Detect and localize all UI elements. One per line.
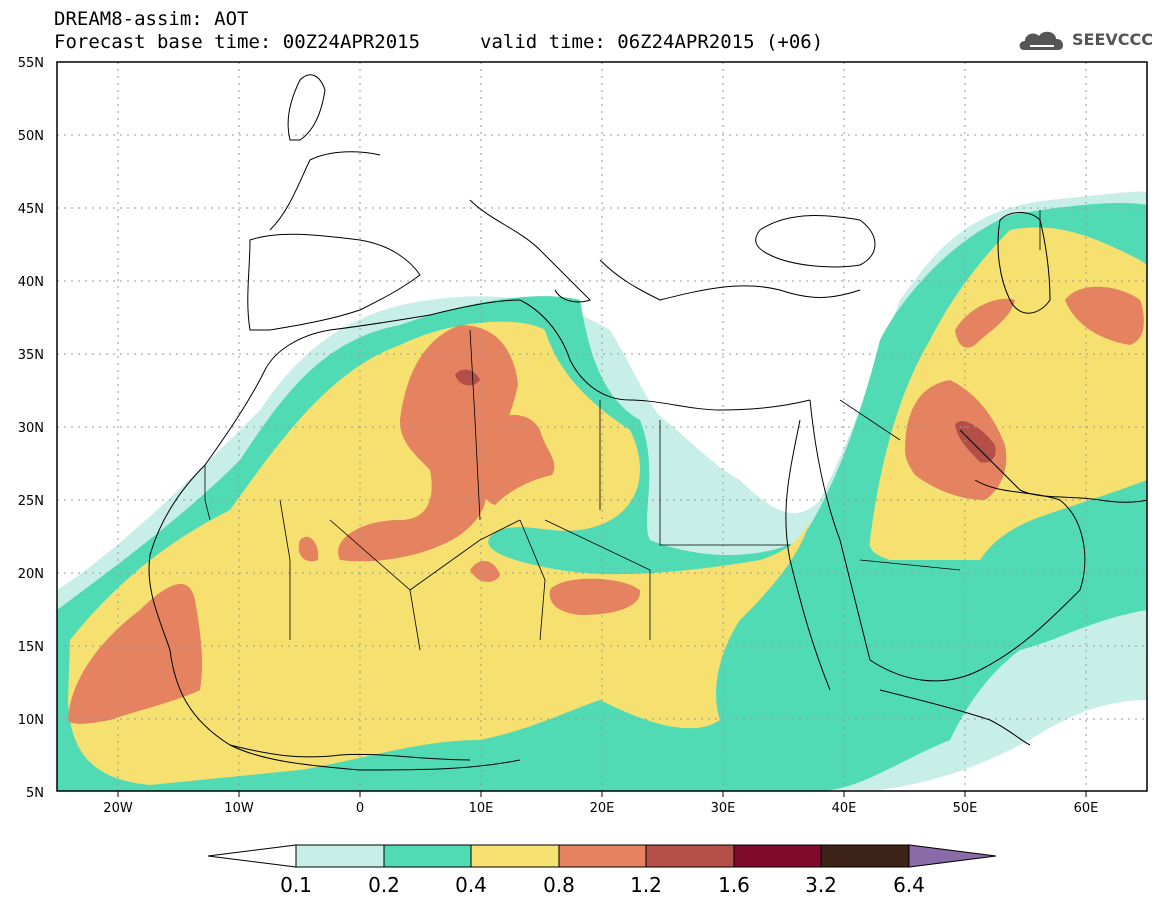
aot-field (57, 191, 1147, 791)
logo-text: SEEVCCC (1072, 30, 1153, 49)
valid-time: valid time: 06Z24APR2015 (+06) (480, 31, 824, 53)
color-legend (207, 844, 997, 868)
legend-label: 0.1 (280, 873, 312, 897)
legend-swatch-0-4 (470, 844, 560, 868)
legend-label: 1.6 (718, 873, 750, 897)
lon-label: 20W (103, 801, 133, 816)
lon-label: 40E (832, 801, 857, 816)
legend-swatch-0-1 (295, 844, 385, 868)
legend-label: 0.2 (368, 873, 400, 897)
legend-label: 1.2 (630, 873, 662, 897)
lon-label: 20E (590, 801, 615, 816)
lat-label: 40N (18, 275, 44, 290)
legend-high-arrow (908, 844, 997, 868)
legend-swatch-1-2 (645, 844, 735, 868)
country-borders (204, 210, 1041, 651)
axis-ticks (117, 791, 1087, 797)
lat-label: 10N (18, 713, 44, 728)
forecast-base-time: Forecast base time: 00Z24APR2015 (54, 31, 421, 53)
lon-label: 30E (711, 801, 736, 816)
lon-label: 60E (1074, 801, 1099, 816)
map-title: DREAM8-assim: AOT (54, 8, 249, 30)
lon-label: 10W (224, 801, 254, 816)
latitude-labels: 55N 50N 45N 40N 35N 30N 25N 20N 15N 10N … (18, 56, 44, 801)
lon-label: 50E (953, 801, 978, 816)
lat-label: 35N (18, 348, 44, 363)
coastlines (148, 74, 1147, 771)
legend-label: 3.2 (805, 873, 837, 897)
legend-swatch-3-2 (820, 844, 910, 868)
longitude-labels: 20W 10W 0 10E 20E 30E 40E 50E 60E (103, 801, 1098, 816)
lat-label: 30N (18, 421, 44, 436)
lat-label: 20N (18, 567, 44, 582)
lat-label: 50N (18, 129, 44, 144)
seevccc-logo: SEEVCCC (1016, 26, 1156, 56)
legend-labels: 0.1 0.2 0.4 0.8 1.2 1.6 3.2 6.4 (280, 873, 925, 897)
grid-lines (57, 62, 1147, 791)
lat-label: 5N (26, 786, 44, 801)
legend-low-arrow (207, 844, 297, 868)
legend-swatch-1-6 (733, 844, 822, 868)
legend-swatch-0-8 (558, 844, 647, 868)
lon-label: 0 (356, 801, 364, 816)
legend-label: 0.8 (543, 873, 575, 897)
cloud-icon (1019, 31, 1064, 50)
aot-level-0-8 (68, 286, 1144, 724)
lat-label: 15N (18, 640, 44, 655)
lat-label: 25N (18, 494, 44, 509)
legend-label: 6.4 (893, 873, 925, 897)
lat-label: 45N (18, 202, 44, 217)
legend-swatch-0-2 (383, 844, 472, 868)
aot-level-1-2 (455, 369, 996, 463)
lon-label: 10E (469, 801, 494, 816)
legend-label: 0.4 (455, 873, 487, 897)
lat-label: 55N (18, 56, 44, 71)
